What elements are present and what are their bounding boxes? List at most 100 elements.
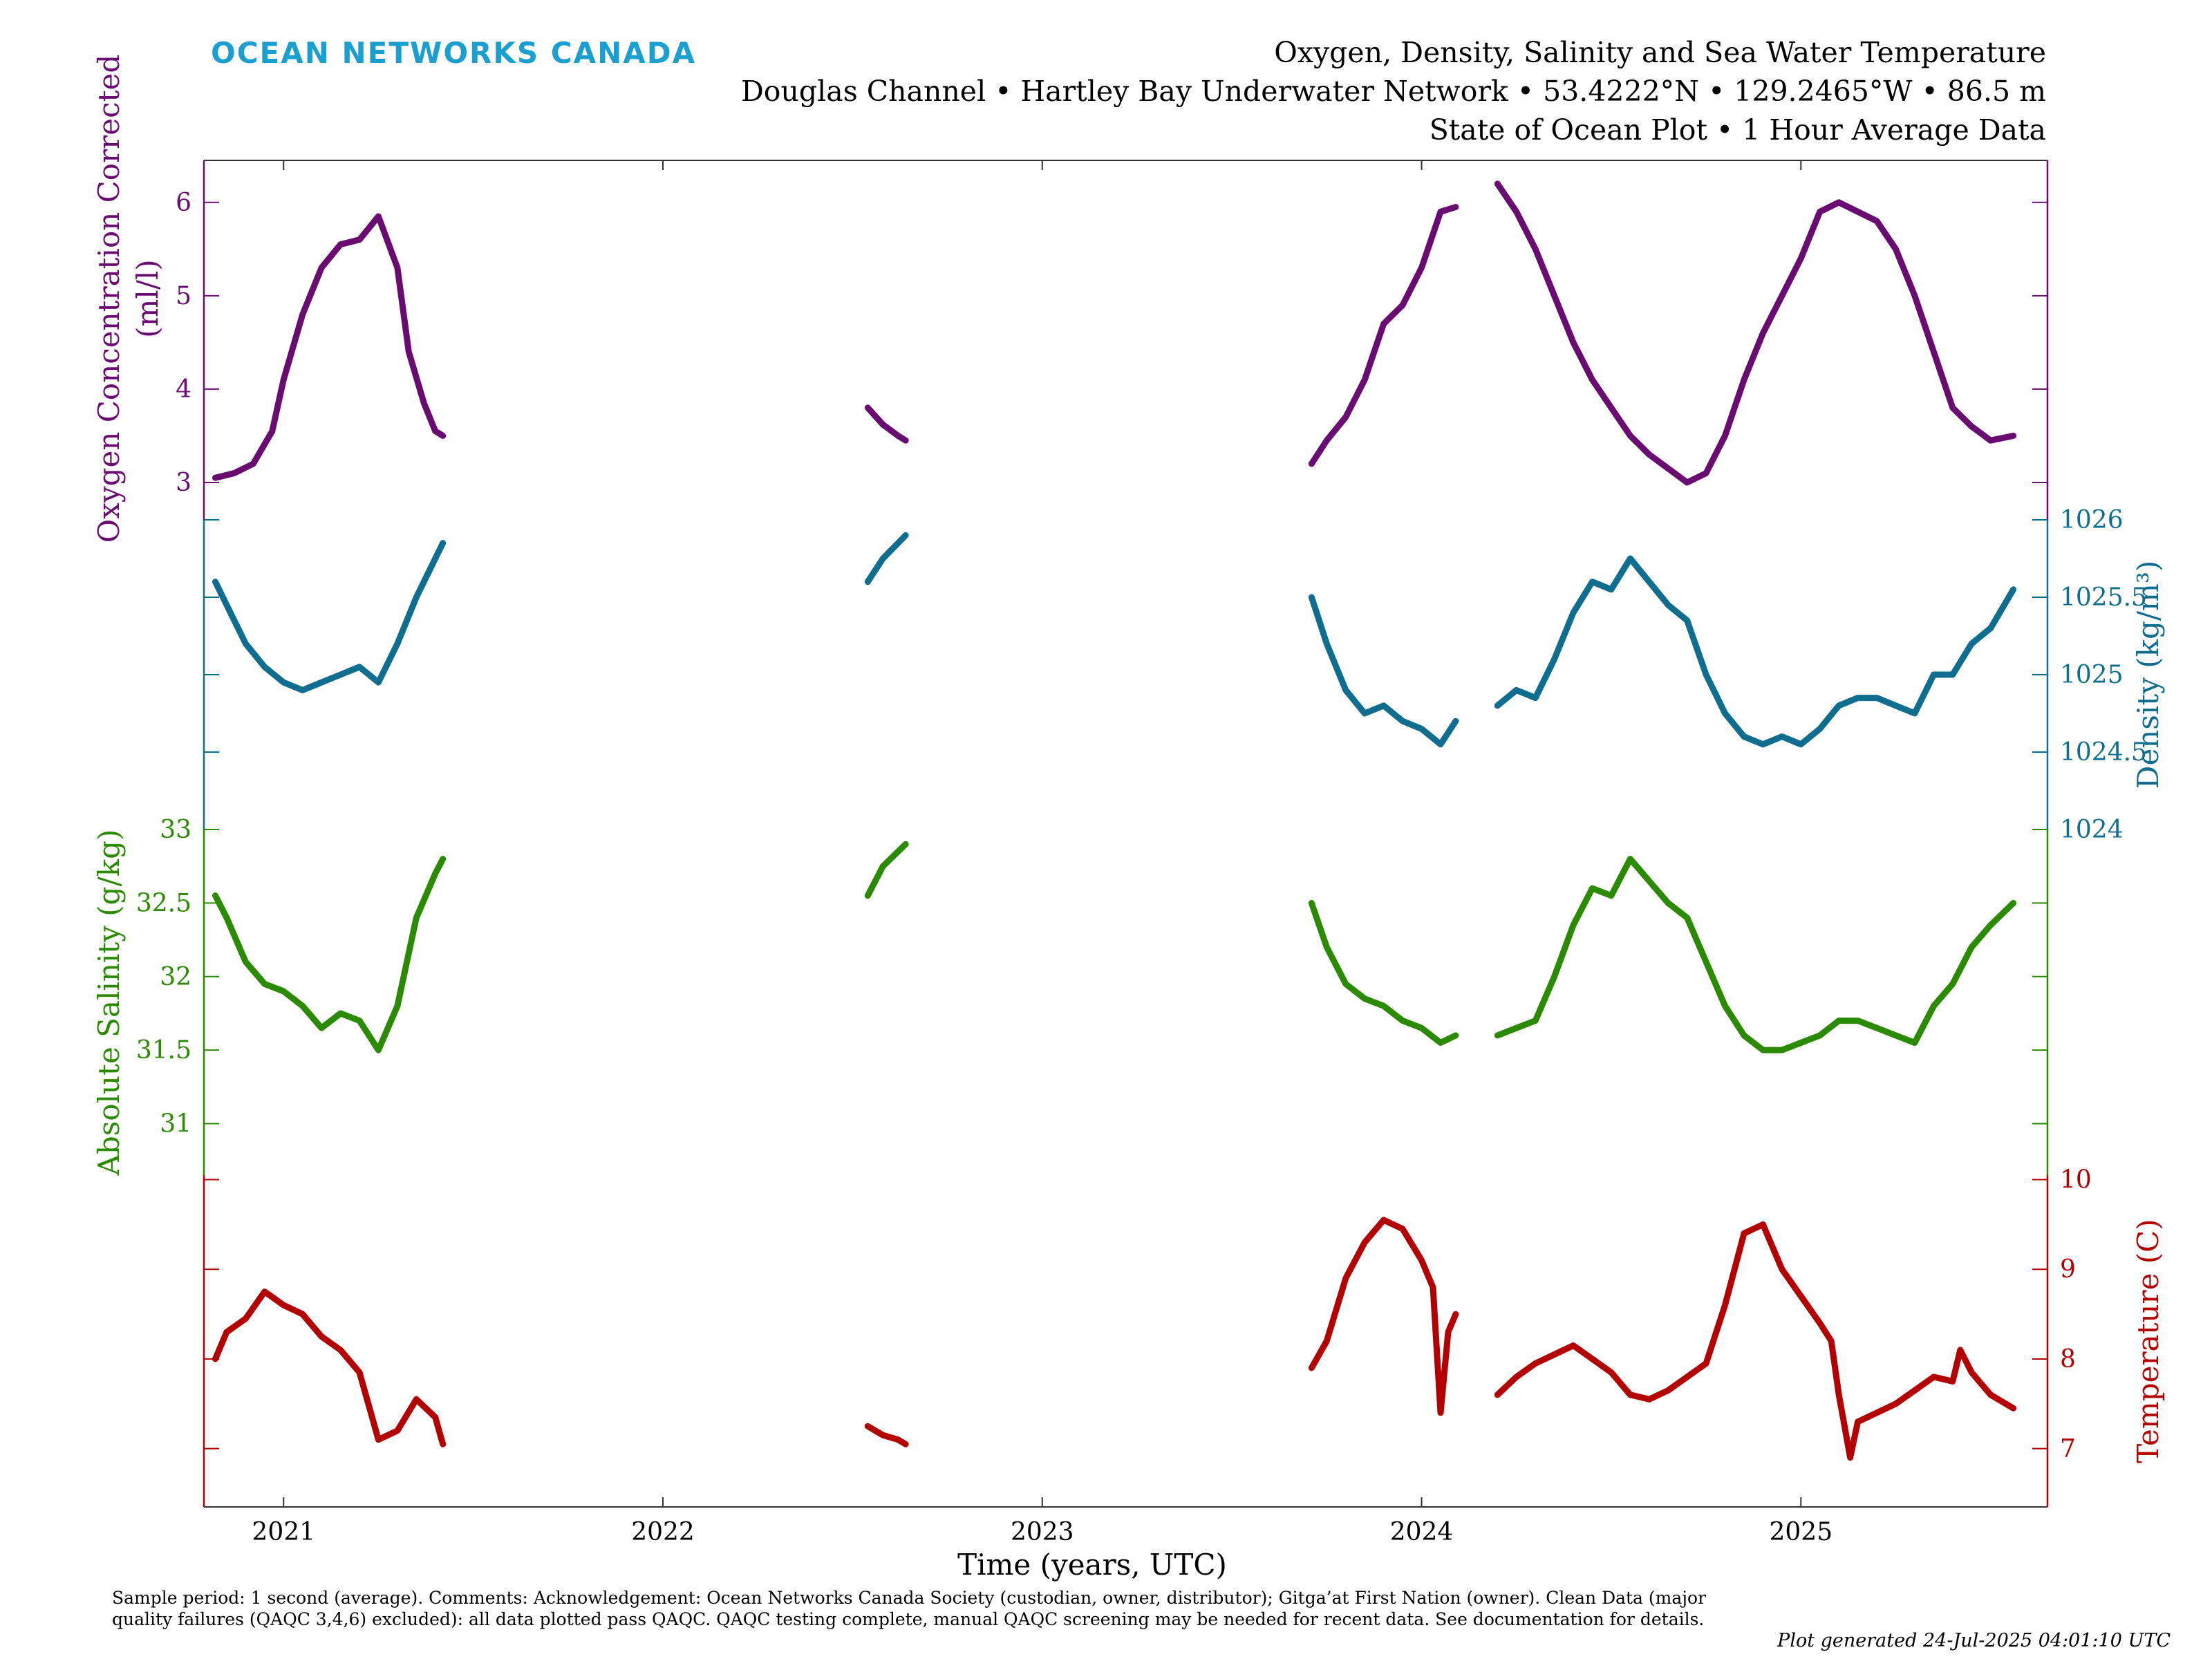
footer-comment: Sample period: 1 second (average). Comme… <box>112 1588 1707 1629</box>
temperature-data-point <box>1446 1330 1450 1334</box>
density-data-point <box>262 664 267 669</box>
salinity-data-point <box>281 989 286 993</box>
temperature-data-point <box>1779 1267 1784 1272</box>
oxygen-data-point <box>903 438 908 443</box>
temperature-data-point <box>1514 1374 1519 1379</box>
density-data-point <box>1552 657 1557 662</box>
salinity-data-point <box>1495 1033 1500 1038</box>
salinity-data-point <box>1875 1026 1880 1031</box>
temperature-data-point <box>1453 1312 1458 1317</box>
oxygen-data-point <box>1855 209 1860 214</box>
salinity-data-point <box>1309 901 1314 906</box>
density-data-point <box>1950 673 1955 677</box>
density-data-point <box>1324 641 1329 646</box>
salinity-data-point <box>376 1048 381 1053</box>
density-data-point <box>1893 703 1898 708</box>
temperature-data-point <box>1362 1240 1367 1245</box>
density-data-point <box>1628 556 1633 561</box>
temperature-data-point <box>1799 1294 1803 1299</box>
salinity-data-point <box>1704 959 1709 964</box>
salinity-data-point <box>1988 923 1993 928</box>
density-data-point <box>1419 727 1424 731</box>
oxygen-data-point <box>1950 405 1955 410</box>
temperature-data-point <box>1647 1397 1651 1402</box>
temperature-data-point <box>319 1334 324 1339</box>
oxygen-data-point <box>395 265 400 270</box>
temperature-data-point <box>1628 1392 1633 1397</box>
oxygen-data-point <box>1704 471 1709 476</box>
oxygen-data-point <box>1362 377 1367 382</box>
oxygen-data-point <box>1533 247 1538 252</box>
oxygen-data-point <box>881 422 885 427</box>
temperature-data-point <box>1343 1276 1348 1281</box>
salinity-data-point <box>357 1018 362 1023</box>
oxygen-data-point <box>376 214 381 218</box>
axes-layer: 2021 2022 2023 2024 2025 3 4 5 6 Oxygen Concentra… <box>92 55 2165 1546</box>
oxygen-data-point <box>1381 321 1386 326</box>
salinity-data-point <box>1381 1004 1386 1009</box>
salinity-data-point <box>903 842 908 847</box>
density-tick-label: 1025.5 <box>2060 583 2147 612</box>
density-data-point <box>1514 688 1519 693</box>
temperature-data-point <box>1829 1339 1834 1343</box>
density-data-point <box>2011 587 2016 592</box>
temperature-tick-label: 10 <box>2060 1165 2092 1194</box>
temperature-data-point <box>1324 1339 1329 1343</box>
oxygen-series-line <box>1308 204 1459 467</box>
salinity-tick-label: 33 <box>160 816 191 844</box>
salinity-data-point <box>1723 1004 1727 1009</box>
temperature-data-point <box>300 1312 305 1317</box>
salinity-data-point <box>213 893 218 898</box>
temperature-data-point <box>1855 1419 1860 1424</box>
salinity-data-point <box>1685 915 1689 920</box>
density-data-point <box>1779 734 1784 739</box>
salinity-data-point <box>338 1011 343 1015</box>
oxygen-data-point <box>1609 405 1613 410</box>
oxygen-axis-label: Oxygen Concentration Corrected <box>92 55 126 543</box>
temperature-data-point <box>1723 1303 1727 1308</box>
oxygen-data-point <box>1742 377 1746 382</box>
density-data-point <box>281 680 286 685</box>
density-data-point <box>213 579 218 584</box>
density-data-point <box>1609 587 1613 592</box>
oxygen-data-point <box>1893 247 1898 252</box>
salinity-tick-label: 32.5 <box>136 889 191 917</box>
density-series-line <box>864 532 909 585</box>
temperature-data-point <box>414 1397 419 1402</box>
salinity-data-point <box>224 915 229 920</box>
temperature-data-point <box>1495 1392 1500 1397</box>
temperature-data-point <box>1837 1392 1841 1397</box>
temperature-data-point <box>1704 1361 1709 1366</box>
salinity-data-point <box>262 982 267 986</box>
oxygen-data-point <box>319 265 324 270</box>
oxygen-data-point <box>1309 462 1314 466</box>
oxygen-axis-label: (ml/l) <box>131 259 165 338</box>
temperature-data-point <box>433 1415 438 1420</box>
temperature-data-point <box>865 1424 870 1429</box>
salinity-data-point <box>2011 901 2016 906</box>
generated-timestamp: Plot generated 24-Jul-2025 04:01:10 UTC <box>1777 1630 2171 1651</box>
density-series-line <box>212 540 447 693</box>
density-series-line <box>1494 555 2017 748</box>
density-data-point <box>1931 673 1936 677</box>
oxygen-data-point <box>1453 205 1458 209</box>
density-data-point <box>1453 719 1458 724</box>
oxygen-data-point <box>1495 181 1500 186</box>
temperature-data-point <box>1309 1365 1314 1370</box>
temperature-data-point <box>338 1348 343 1352</box>
density-data-point <box>1685 618 1689 623</box>
temperature-data-point <box>1950 1379 1955 1384</box>
oxygen-series-line <box>1494 180 2017 486</box>
temperature-data-point <box>1988 1392 1993 1397</box>
temperature-data-point <box>262 1289 267 1294</box>
temperature-data-point <box>440 1442 445 1447</box>
density-data-point <box>881 556 885 561</box>
salinity-tick-label: 32 <box>160 963 191 991</box>
oxygen-tick-label: 5 <box>176 282 191 310</box>
salinity-data-point <box>1647 879 1651 883</box>
salinity-data-point <box>1343 982 1348 986</box>
oxygen-data-point <box>1685 480 1689 485</box>
salinity-data-point <box>1799 1040 1803 1045</box>
salinity-data-point <box>1533 1018 1538 1023</box>
